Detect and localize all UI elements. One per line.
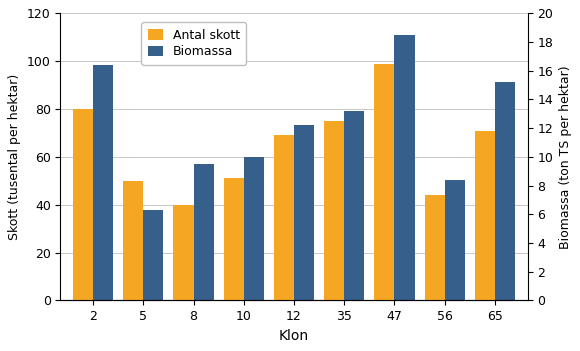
Bar — [194, 164, 213, 300]
Bar — [224, 178, 244, 300]
Bar — [124, 181, 143, 300]
X-axis label: Klon: Klon — [279, 329, 309, 343]
Legend: Antal skott, Biomassa: Antal skott, Biomassa — [142, 22, 246, 65]
Bar — [294, 125, 314, 300]
Bar — [425, 195, 445, 300]
Bar — [475, 131, 495, 300]
Bar — [93, 65, 113, 300]
Bar — [374, 64, 394, 300]
Bar — [143, 210, 164, 300]
Bar — [394, 35, 415, 300]
Bar — [324, 121, 344, 300]
Bar — [244, 157, 264, 300]
Y-axis label: Skott (tusental per hektar): Skott (tusental per hektar) — [8, 74, 21, 240]
Bar — [173, 205, 194, 300]
Bar — [73, 109, 93, 300]
Bar — [344, 111, 364, 300]
Y-axis label: Biomassa (ton TS per hektar): Biomassa (ton TS per hektar) — [559, 65, 572, 249]
Bar — [495, 82, 515, 300]
Bar — [274, 135, 294, 300]
Bar — [445, 180, 465, 300]
